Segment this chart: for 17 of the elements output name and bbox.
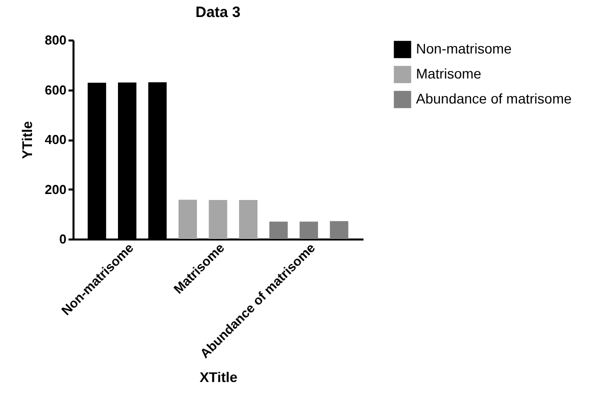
y-axis-title: YTitle [18, 120, 35, 159]
bar [330, 221, 348, 239]
x-axis-title: XTitle [200, 369, 238, 386]
legend-label: Non-matrisome [416, 40, 512, 56]
legend-label: Abundance of matrisome [416, 90, 572, 106]
y-tick-label: 400 [44, 132, 66, 147]
chart-title: Data 3 [195, 4, 241, 21]
y-tick-label: 800 [44, 32, 66, 48]
y-tick-label: 0 [59, 232, 66, 246]
bar [269, 222, 288, 239]
legend-label: Matrisome [416, 66, 482, 82]
y-tick-label: 200 [44, 182, 66, 197]
bar [300, 222, 318, 239]
bar [239, 200, 258, 239]
y-tick-label: 600 [44, 82, 66, 98]
bar [178, 200, 197, 239]
bar [208, 200, 228, 239]
